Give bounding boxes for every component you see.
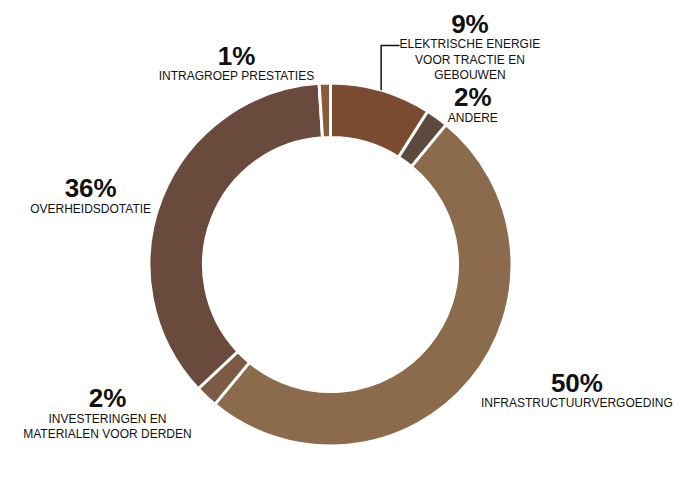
svg-text:50%INFRASTRUCTUURVERGOEDING: 50%INFRASTRUCTUURVERGOEDING	[481, 368, 673, 411]
svg-text:1%INTRAGROEP PRESTATIES: 1%INTRAGROEP PRESTATIES	[159, 41, 314, 84]
svg-text:2%INVESTERINGEN ENMATERIALEN V: 2%INVESTERINGEN ENMATERIALEN VOOR DERDEN	[23, 383, 191, 441]
svg-text:36%OVERHEIDSDOTATIE: 36%OVERHEIDSDOTATIE	[30, 173, 151, 216]
svg-text:9%ELEKTRISCHE ENERGIEVOOR TRAC: 9%ELEKTRISCHE ENERGIEVOOR TRACTIE ENGEBO…	[400, 9, 541, 83]
svg-text:2%ANDERE: 2%ANDERE	[448, 82, 498, 125]
